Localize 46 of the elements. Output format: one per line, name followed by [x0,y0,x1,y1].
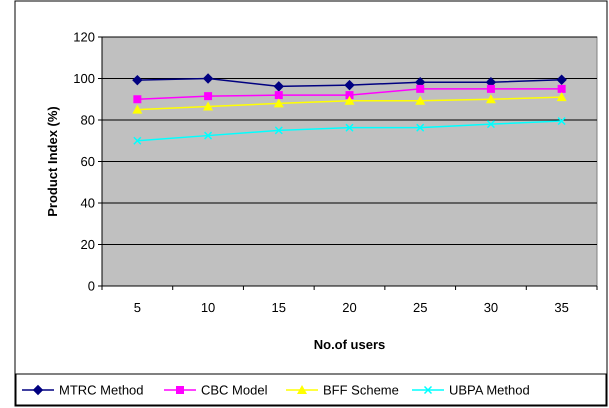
point [344,96,354,105]
point [416,123,424,132]
point [132,104,142,114]
point [274,126,284,135]
y-tick-label: 0 [88,278,95,294]
point [486,84,495,93]
point [203,102,214,111]
point [556,74,567,85]
legend-label: BFF Scheme [323,382,399,398]
y-tick-label: 60 [80,154,95,170]
legend-label: MTRC Method [59,382,144,398]
y-tick-label: 100 [73,71,95,86]
legend-label: UBPA Method [449,382,530,398]
point [557,116,566,126]
point [274,98,284,108]
x-tick-label: 30 [484,300,498,315]
point [556,92,567,102]
y-tick-label: 40 [80,196,95,211]
point [344,80,354,90]
point [345,123,354,132]
point [274,91,283,100]
y-tick-label: 20 [80,237,95,252]
x-tick-label: 5 [134,300,141,315]
point [133,136,142,145]
y-axis-title: Product Index (%) [45,106,60,217]
point [415,96,426,105]
x-tick-label: 25 [412,300,428,315]
x-tick-label: 15 [272,300,286,315]
legend-label: CBC Model [201,382,268,398]
point [274,81,284,92]
point [132,75,142,86]
point [204,92,212,100]
point [346,91,354,100]
point [486,94,496,104]
x-tick-label: 35 [554,300,569,315]
x-tick-label: 20 [342,300,357,315]
x-tick-label: 10 [200,300,216,315]
y-tick-label: 120 [73,30,95,45]
point [203,74,214,84]
x-axis-title: No.of users [314,337,386,352]
point [558,84,566,93]
point [486,120,496,128]
point [416,84,424,93]
y-tick-label: 80 [80,112,95,128]
point [133,95,142,104]
point [204,131,212,140]
